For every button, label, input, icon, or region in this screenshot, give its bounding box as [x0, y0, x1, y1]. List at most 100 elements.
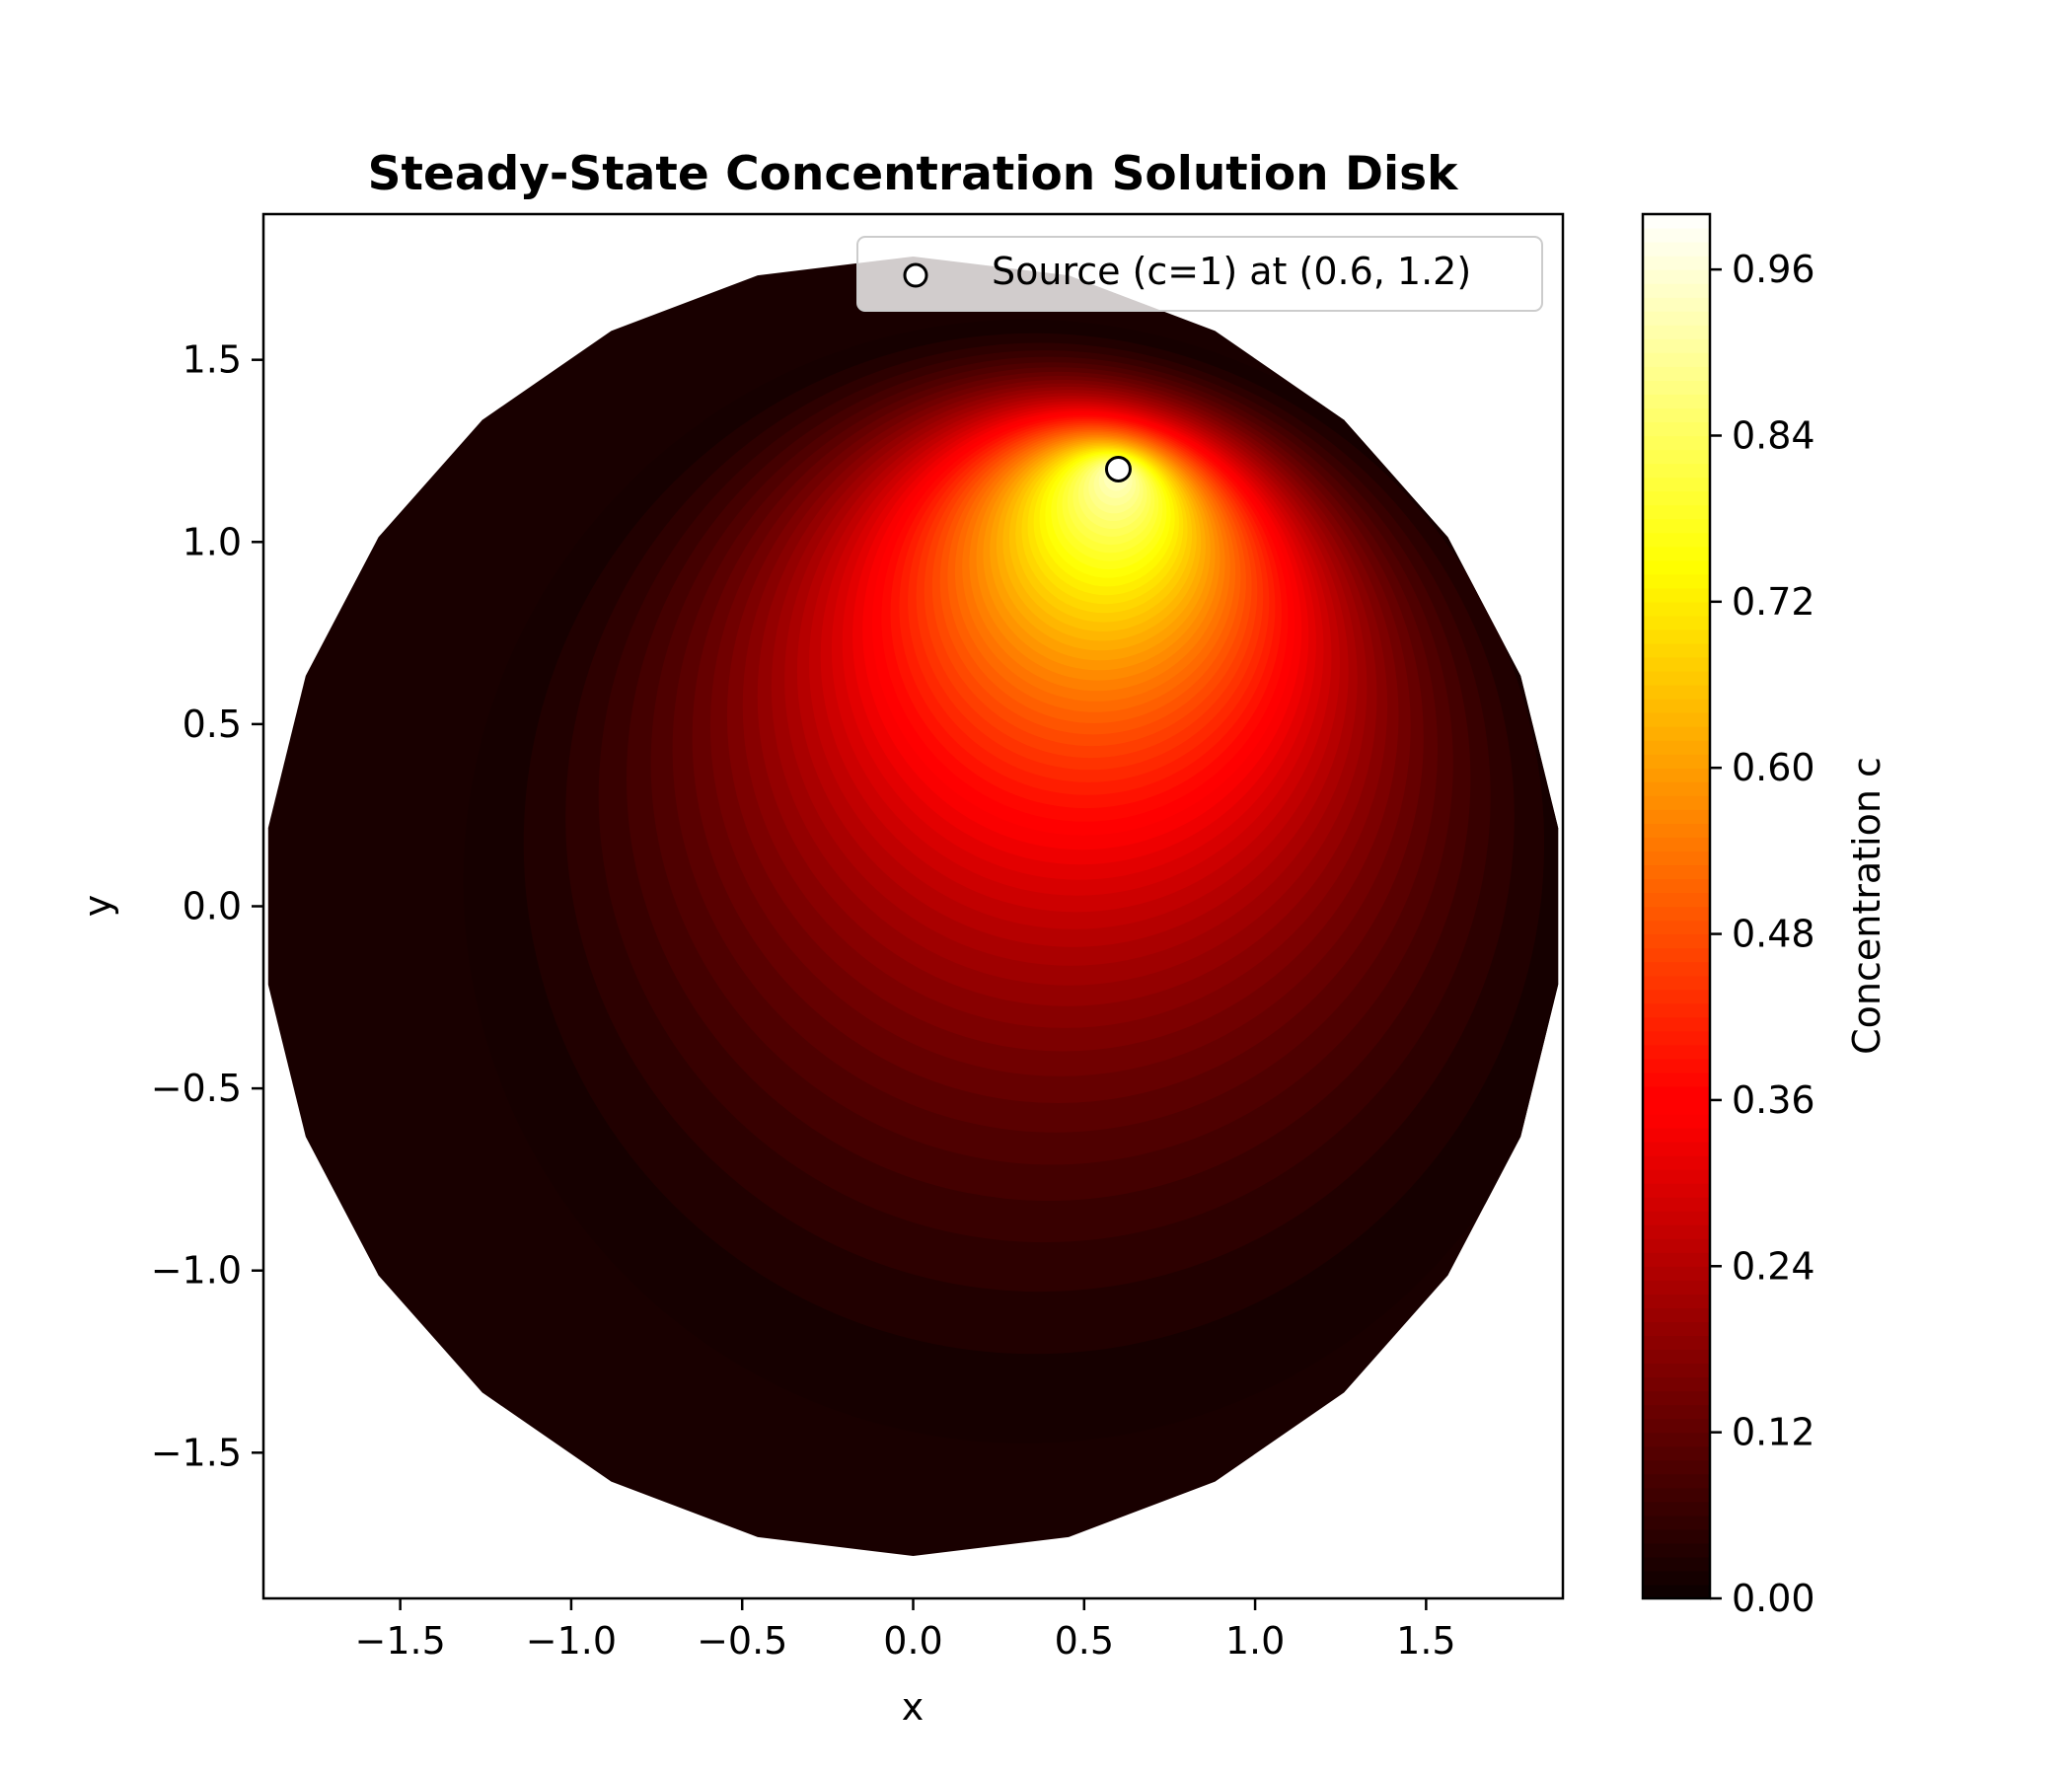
colorbar-band: [1643, 1542, 1710, 1558]
colorbar-band: [1643, 1127, 1710, 1143]
colorbar-band: [1643, 1432, 1710, 1447]
colorbar-tick-label: 0.72: [1732, 580, 1815, 624]
colorbar-band: [1643, 297, 1710, 312]
colorbar-tick-label: 0.60: [1732, 746, 1815, 789]
colorbar-band: [1643, 228, 1710, 243]
colorbar-band: [1643, 325, 1710, 339]
colorbar-band: [1643, 573, 1710, 589]
colorbar-band: [1643, 421, 1710, 437]
colorbar-band: [1643, 837, 1710, 851]
colorbar-band: [1643, 546, 1710, 561]
chart-title: Steady-State Concentration Solution Disk: [368, 147, 1459, 201]
colorbar-tick-label: 0.36: [1732, 1078, 1815, 1122]
colorbar-band: [1643, 1197, 1710, 1212]
colorbar-band: [1643, 269, 1710, 284]
colorbar-band: [1643, 1266, 1710, 1281]
colorbar-band: [1643, 242, 1710, 257]
colorbar-band: [1643, 947, 1710, 963]
colorbar-band: [1643, 726, 1710, 741]
source-marker: [1104, 455, 1132, 482]
colorbar-band: [1643, 214, 1710, 229]
colorbar-band: [1643, 504, 1710, 520]
colorbar-band: [1643, 851, 1710, 866]
colorbar-band: [1643, 629, 1710, 644]
x-tick-label: −0.5: [697, 1619, 787, 1663]
colorbar-tick-label: 0.48: [1732, 913, 1815, 956]
colorbar-band: [1643, 1030, 1710, 1046]
colorbar-band: [1643, 1528, 1710, 1544]
colorbar-band: [1643, 878, 1710, 894]
colorbar-band: [1643, 1445, 1710, 1461]
colorbar-band: [1643, 366, 1710, 381]
x-axis-label: x: [902, 1685, 925, 1729]
colorbar-band: [1643, 892, 1710, 908]
colorbar-band: [1643, 1113, 1710, 1129]
colorbar-band: [1643, 1085, 1710, 1101]
colorbar-band: [1643, 1224, 1710, 1239]
colorbar-band: [1643, 795, 1710, 810]
colorbar-tick-label: 0.84: [1732, 413, 1815, 457]
colorbar-band: [1643, 1142, 1710, 1156]
y-tick-label: −1.0: [151, 1249, 242, 1293]
x-tick-label: 0.5: [1055, 1619, 1114, 1663]
colorbar-band: [1643, 1515, 1710, 1530]
y-axis-label: y: [76, 895, 119, 918]
colorbar-band: [1643, 490, 1710, 506]
colorbar-band: [1643, 311, 1710, 326]
colorbar-band: [1643, 1238, 1710, 1253]
colorbar-band: [1643, 1570, 1710, 1586]
y-axis: −1.5 −1.0 −0.5 0.0 0.5 1.0 1.5: [151, 338, 263, 1474]
colorbar-band: [1643, 532, 1710, 548]
colorbar-band: [1643, 754, 1710, 769]
colorbar-band: [1643, 1556, 1710, 1572]
x-tick-label: 0.0: [883, 1619, 942, 1663]
colorbar-band: [1643, 1459, 1710, 1475]
colorbar-band: [1643, 394, 1710, 409]
colorbar-band: [1643, 864, 1710, 880]
contour-field: [267, 257, 1559, 1556]
colorbar-band: [1643, 656, 1710, 672]
legend-entry-source: Source (c=1) at (0.6, 1.2): [992, 250, 1471, 293]
colorbar-band: [1643, 1252, 1710, 1267]
colorbar-frame: [1641, 212, 1712, 1600]
colorbar-band: [1643, 463, 1710, 479]
x-tick-label: −1.0: [526, 1619, 617, 1663]
colorbar-band: [1643, 961, 1710, 977]
colorbar-band: [1643, 256, 1710, 270]
colorbar-band: [1643, 1418, 1710, 1434]
colorbar-band: [1643, 699, 1710, 713]
colorbar-band: [1643, 1280, 1710, 1295]
colorbar-band: [1643, 380, 1710, 395]
colorbar-band: [1643, 906, 1710, 922]
colorbar-band: [1643, 1072, 1710, 1087]
colorbar-band: [1643, 1307, 1710, 1322]
colorbar-band: [1643, 435, 1710, 451]
colorbar-tick-label: 0.12: [1732, 1411, 1815, 1454]
colorbar-band: [1643, 685, 1710, 700]
colorbar-band: [1643, 1335, 1710, 1351]
colorbar-band: [1643, 781, 1710, 796]
y-tick-label: 0.0: [183, 885, 242, 928]
colorbar-band: [1643, 920, 1710, 935]
x-tick-label: −1.5: [354, 1619, 445, 1663]
colorbar-band: [1643, 823, 1710, 838]
colorbar-ticks: 0.00 0.12 0.24 0.36 0.48 0.60 0.72 0.84 0.96: [1710, 248, 1815, 1620]
legend: Source (c=1) at (0.6, 1.2): [856, 236, 1543, 312]
colorbar-band: [1643, 338, 1710, 353]
colorbar-band: [1643, 1044, 1710, 1060]
colorbar-band: [1643, 1169, 1710, 1184]
plot-area: [267, 257, 1559, 1556]
colorbar-band: [1643, 1487, 1710, 1503]
colorbar-band: [1643, 740, 1710, 755]
colorbar-band: [1643, 1404, 1710, 1420]
y-tick-label: −0.5: [151, 1067, 242, 1110]
colorbar-band: [1643, 642, 1710, 658]
colorbar-band: [1643, 352, 1710, 367]
colorbar-band: [1643, 933, 1710, 949]
y-tick-label: −1.5: [151, 1431, 242, 1474]
colorbar-band: [1643, 1058, 1710, 1073]
colorbar-band: [1643, 1294, 1710, 1308]
x-tick-label: 1.0: [1225, 1619, 1285, 1663]
colorbar-band: [1643, 1099, 1710, 1115]
colorbar-band: [1643, 1584, 1710, 1599]
